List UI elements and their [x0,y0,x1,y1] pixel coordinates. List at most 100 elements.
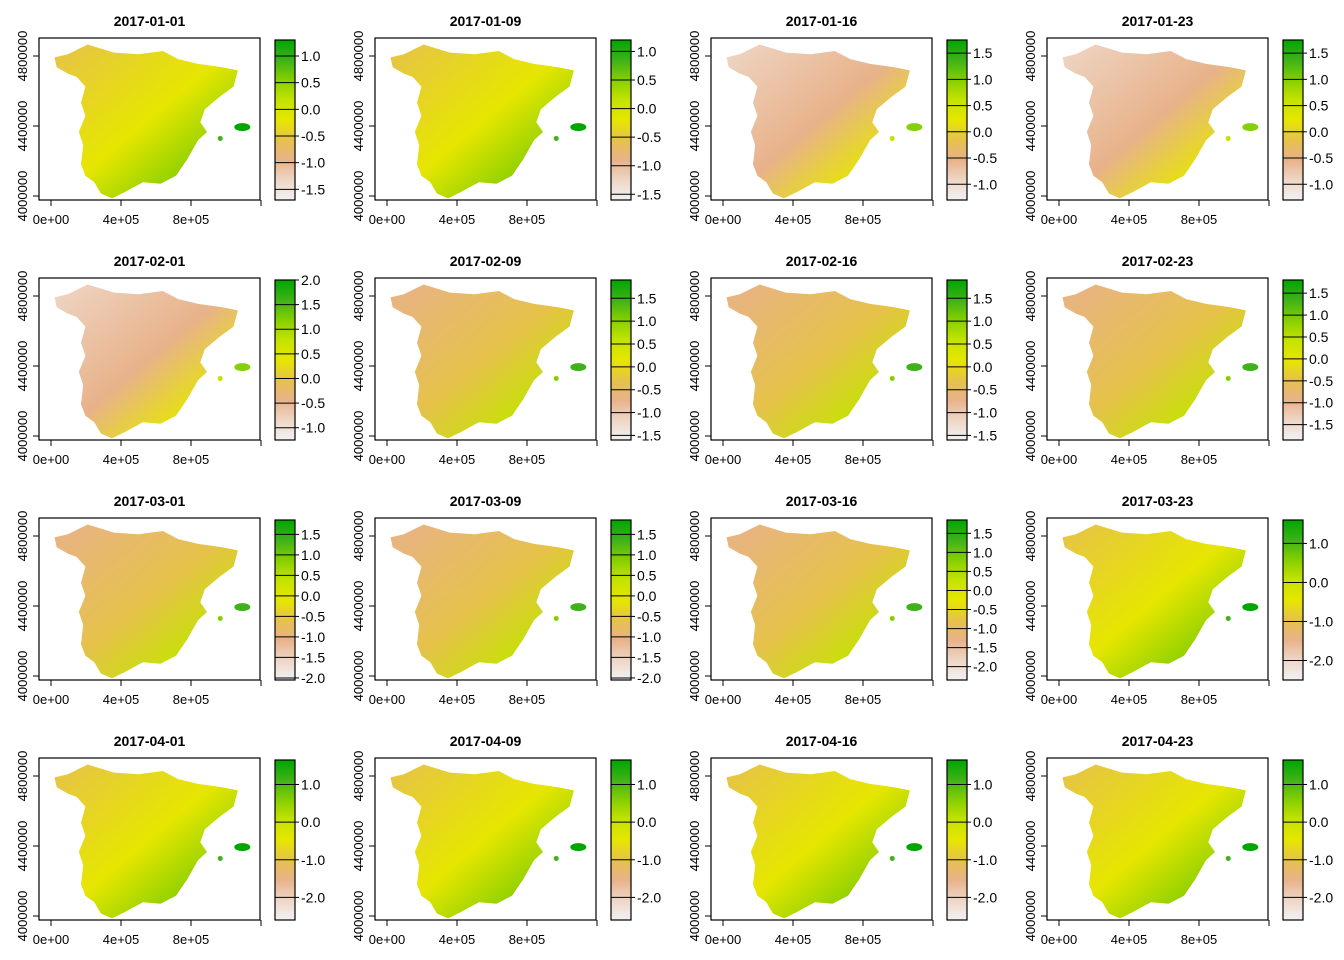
iberia-map [390,764,574,919]
colorbar-tick-label: -1.0 [301,420,325,436]
colorbar-tick-label: -1.0 [973,405,997,421]
colorbar [946,759,968,921]
x-tick-label: 8e+05 [173,212,210,227]
colorbar [1282,279,1304,441]
colorbar-tick-label: -2.0 [637,670,661,686]
x-tick-label: 0e+00 [369,692,406,707]
panel-title: 2017-01-01 [114,13,186,29]
panel-title: 2017-04-23 [1122,733,1194,749]
colorbar-tick-label: 1.0 [1309,307,1329,323]
colorbar-tick-label: 0.0 [637,814,657,830]
y-tick-label: 4800000 [687,31,702,82]
colorbar-tick-label: 1.5 [973,290,993,306]
colorbar-tick-label: -2.0 [1309,889,1333,905]
colorbar-tick-label: 1.0 [973,71,993,87]
colorbar-tick-label: 0.5 [973,336,993,352]
x-tick-label: 4e+05 [439,932,476,947]
colorbar-tick-label: 1.5 [301,297,321,313]
colorbar-tick-label: -1.0 [301,852,325,868]
colorbar-tick-label: 0.0 [637,588,657,604]
y-tick-label: 4000000 [351,651,366,702]
colorbar-tick-label: 0.0 [973,124,993,140]
x-tick-label: 4e+05 [775,692,812,707]
iberia-map [54,284,238,439]
colorbar-tick-label: -1.5 [301,181,325,197]
y-tick-label: 4800000 [687,271,702,322]
balearic-islands [1242,363,1259,372]
x-tick-label: 4e+05 [1111,212,1148,227]
panel-3: 2017-01-16 0e+00 4e+05 8e+05 4000000 4400000 4… [687,13,997,227]
panel-title: 2017-04-16 [786,733,858,749]
iberia-map [54,44,238,199]
x-tick-label: 4e+05 [439,452,476,467]
colorbar-tick-label: 0.5 [1309,329,1329,345]
colorbar-tick-label: -1.0 [637,158,661,174]
island-small [553,375,559,381]
plot-frame [374,277,597,441]
x-tick-label: 4e+05 [1111,932,1148,947]
y-tick-label: 4400000 [687,341,702,392]
panel-9: 2017-03-01 0e+00 4e+05 8e+05 4000000 4400000 4… [15,493,325,707]
balearic-islands [234,843,251,852]
x-tick-label: 8e+05 [509,212,546,227]
colorbar [274,39,296,201]
colorbar-tick-label: -1.5 [973,640,997,656]
colorbar-tick-label: -0.5 [637,382,661,398]
y-tick-label: 4400000 [15,341,30,392]
x-tick-label: 0e+00 [1041,932,1078,947]
panel-title: 2017-03-09 [450,493,522,509]
colorbar-tick-label: -2.0 [301,889,325,905]
x-tick-label: 8e+05 [845,452,882,467]
balearic-islands [234,123,251,132]
plot-frame [374,517,597,681]
island-small [553,135,559,141]
x-tick-label: 8e+05 [509,692,546,707]
balearic-islands [906,123,923,132]
y-tick-label: 4400000 [1023,821,1038,872]
colorbar-tick-label: 1.0 [301,776,321,792]
x-tick-label: 8e+05 [1181,212,1218,227]
y-tick-label: 4000000 [687,171,702,222]
island-small [553,855,559,861]
plot-frame [38,277,261,441]
x-tick-label: 8e+05 [845,212,882,227]
plot-frame [1046,517,1269,681]
colorbar-tick-label: 0.0 [301,370,321,386]
panel-6: 2017-02-09 0e+00 4e+05 8e+05 4000000 4400000 4… [351,253,661,467]
colorbar-tick-label: 1.0 [1309,71,1329,87]
island-small [1225,375,1231,381]
y-tick-label: 4400000 [15,101,30,152]
colorbar-tick-label: 1.0 [301,547,321,563]
colorbar-tick-label: -2.0 [301,670,325,686]
iberia-map [390,284,574,439]
plot-frame [710,37,933,201]
x-tick-label: 0e+00 [1041,452,1078,467]
x-tick-label: 0e+00 [33,212,70,227]
island-small [217,855,223,861]
colorbar-tick-label: 1.0 [1309,535,1329,551]
plot-frame [38,757,261,921]
y-tick-label: 4400000 [687,581,702,632]
colorbar-tick-label: 1.0 [637,776,657,792]
x-tick-label: 4e+05 [775,452,812,467]
colorbar-tick-label: 0.0 [1309,124,1329,140]
x-tick-label: 8e+05 [173,932,210,947]
colorbar-tick-label: 0.0 [1309,814,1329,830]
colorbar [1282,39,1304,201]
plot-frame [710,517,933,681]
x-tick-label: 8e+05 [1181,692,1218,707]
colorbar-tick-label: -0.5 [973,150,997,166]
colorbar-tick-label: -0.5 [301,608,325,624]
y-tick-label: 4000000 [15,171,30,222]
colorbar-tick-label: -1.0 [637,405,661,421]
x-tick-label: 8e+05 [173,452,210,467]
colorbar [946,39,968,201]
x-tick-label: 4e+05 [103,932,140,947]
iberia-map [726,524,910,679]
colorbar-tick-label: 1.5 [973,45,993,61]
colorbar-tick-label: 0.5 [973,563,993,579]
x-tick-label: 0e+00 [1041,692,1078,707]
colorbar-tick-label: 1.5 [1309,45,1329,61]
colorbar-tick-label: 1.0 [973,313,993,329]
colorbar-tick-label: 0.5 [637,567,657,583]
